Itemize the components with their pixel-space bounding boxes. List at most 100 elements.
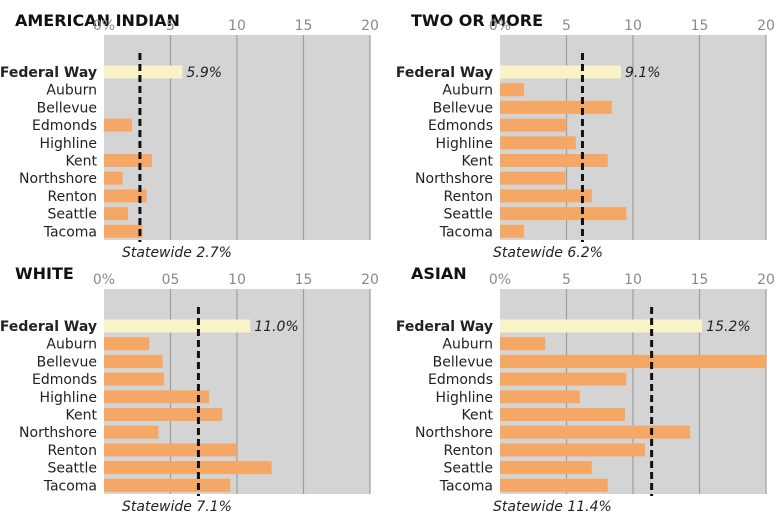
- bar-two-or-more-4: [500, 136, 576, 150]
- category-label-american-indian: Federal Way: [0, 65, 97, 81]
- bar-white-8: [104, 461, 272, 475]
- bar-asian-7: [500, 443, 645, 457]
- tick-label-white: 10: [228, 272, 246, 288]
- bar-two-or-more-6: [500, 171, 566, 185]
- tick-label-two-or-more: 5: [562, 18, 571, 34]
- bar-two-or-more-1: [500, 83, 524, 97]
- category-label-american-indian: Renton: [47, 189, 97, 205]
- bar-white-1: [104, 337, 150, 351]
- bar-white-4: [104, 390, 210, 404]
- category-label-american-indian: Auburn: [46, 83, 97, 99]
- chart-title-two-or-more: TWO OR MORE: [411, 11, 543, 30]
- category-label-two-or-more: Federal Way: [396, 65, 493, 81]
- category-label-american-indian: Edmonds: [32, 118, 97, 134]
- bar-white-3: [104, 372, 164, 386]
- bar-two-or-more-0: [500, 65, 622, 79]
- bar-white-6: [104, 425, 159, 439]
- bar-white-2: [104, 354, 163, 368]
- category-label-asian: Tacoma: [439, 478, 493, 494]
- category-label-white: Seattle: [47, 461, 97, 477]
- bar-white-5: [104, 408, 223, 421]
- tick-label-asian: 20: [757, 272, 775, 288]
- category-label-two-or-more: Edmonds: [428, 118, 493, 134]
- bar-white-0: [104, 319, 251, 333]
- panel-white: WHITE 0% 05 10 15 20 Federal Way 11.0% AuburnBel…: [0, 264, 379, 515]
- category-label-asian: Renton: [443, 443, 493, 459]
- category-label-asian: Auburn: [442, 337, 493, 353]
- tick-label-american-indian: 5: [166, 18, 175, 34]
- chart-title-american-indian: AMERICAN INDIAN: [15, 11, 180, 30]
- tick-label-white: 15: [295, 272, 313, 288]
- tick-label-american-indian: 0%: [93, 18, 115, 34]
- bar-two-or-more-5: [500, 154, 608, 167]
- bar-asian-2: [500, 354, 766, 368]
- bar-white-9: [104, 478, 231, 492]
- category-label-white: Auburn: [46, 337, 97, 353]
- tick-label-asian: 5: [562, 272, 571, 288]
- statewide-label-asian: Statewide 11.4%: [493, 499, 612, 515]
- tick-label-two-or-more: 0%: [489, 18, 511, 34]
- category-label-american-indian: Kent: [66, 154, 98, 170]
- category-label-white: Highline: [40, 390, 97, 406]
- tick-label-white: 20: [361, 272, 379, 288]
- category-label-american-indian: Northshore: [19, 171, 97, 187]
- category-label-two-or-more: Highline: [436, 136, 493, 152]
- category-label-white: Bellevue: [37, 354, 97, 370]
- category-label-asian: Northshore: [415, 425, 493, 441]
- category-label-white: Kent: [66, 408, 98, 424]
- bar-american-indian-7: [104, 189, 147, 203]
- category-label-two-or-more: Auburn: [442, 83, 493, 99]
- category-label-american-indian: Bellevue: [37, 100, 97, 116]
- category-label-two-or-more: Renton: [443, 189, 493, 205]
- bar-asian-3: [500, 372, 627, 386]
- category-label-american-indian: Seattle: [47, 207, 97, 223]
- category-label-white: Edmonds: [32, 372, 97, 388]
- tick-label-asian: 15: [691, 272, 709, 288]
- bar-two-or-more-2: [500, 100, 612, 114]
- category-label-asian: Highline: [436, 390, 493, 406]
- bar-asian-0: [500, 319, 703, 333]
- bar-american-indian-9: [104, 224, 143, 238]
- value-label-two-or-more: 9.1%: [625, 65, 661, 81]
- category-label-asian: Edmonds: [428, 372, 493, 388]
- bar-two-or-more-7: [500, 189, 592, 203]
- category-label-american-indian: Highline: [40, 136, 97, 152]
- tick-label-two-or-more: 20: [757, 18, 775, 34]
- bar-asian-4: [500, 390, 580, 404]
- bar-white-7: [104, 443, 237, 457]
- bar-asian-6: [500, 425, 691, 439]
- bar-two-or-more-9: [500, 224, 524, 238]
- value-label-asian: 15.2%: [706, 319, 750, 335]
- category-label-two-or-more: Seattle: [443, 207, 493, 223]
- bar-asian-5: [500, 408, 626, 421]
- bar-american-indian-3: [104, 118, 132, 132]
- tick-label-asian: 10: [624, 272, 642, 288]
- category-label-white: Renton: [47, 443, 97, 459]
- chart-title-asian: ASIAN: [411, 264, 467, 283]
- category-label-american-indian: Tacoma: [43, 224, 97, 240]
- category-label-asian: Federal Way: [396, 319, 493, 335]
- bar-american-indian-5: [104, 154, 152, 167]
- panel-asian: ASIAN 0% 5 10 15 20 Federal Way 15.2% AuburnBell…: [396, 264, 775, 515]
- category-label-two-or-more: Bellevue: [433, 100, 493, 116]
- tick-label-two-or-more: 10: [624, 18, 642, 34]
- category-label-two-or-more: Kent: [462, 154, 494, 170]
- category-label-white: Tacoma: [43, 478, 97, 494]
- category-label-asian: Kent: [462, 408, 494, 424]
- statewide-label-white: Statewide 7.1%: [122, 499, 232, 515]
- statewide-label-american-indian: Statewide 2.7%: [122, 245, 232, 261]
- bar-american-indian-6: [104, 171, 123, 185]
- bar-two-or-more-8: [500, 207, 627, 221]
- category-label-white: Northshore: [19, 425, 97, 441]
- value-label-white: 11.0%: [254, 319, 298, 335]
- tick-label-american-indian: 15: [295, 18, 313, 34]
- tick-label-white: 0%: [93, 272, 115, 288]
- tick-label-asian: 0%: [489, 272, 511, 288]
- category-label-asian: Bellevue: [433, 354, 493, 370]
- tick-label-two-or-more: 15: [691, 18, 709, 34]
- bar-asian-1: [500, 337, 546, 351]
- tick-label-american-indian: 20: [361, 18, 379, 34]
- category-label-asian: Seattle: [443, 461, 493, 477]
